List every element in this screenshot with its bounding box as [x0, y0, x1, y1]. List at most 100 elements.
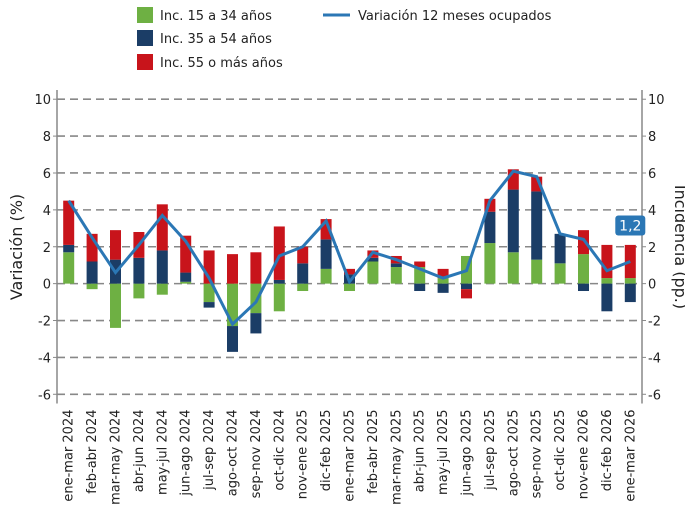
bar [554, 263, 566, 284]
bar [320, 239, 332, 269]
y2-axis-title: Incidencia (pp.) [671, 185, 685, 309]
bar [484, 243, 496, 284]
bar [156, 283, 168, 295]
bar [110, 283, 121, 328]
bar [133, 257, 145, 284]
x-tick-label: oct-dic 2024 [272, 410, 287, 491]
bar [624, 283, 636, 303]
y-tick-label: 6 [43, 167, 51, 182]
bar [203, 250, 215, 284]
bar [180, 272, 192, 282]
x-tick-label: nov-ene 2026 [577, 410, 592, 500]
line [67, 169, 631, 327]
x-tick-label: ene-mar 2025 [343, 410, 358, 502]
x-tick-label: feb-abr 2024 [85, 410, 100, 494]
bar [273, 226, 285, 280]
y-tick-label: 0 [43, 278, 51, 293]
bar [601, 244, 613, 279]
bar [203, 283, 215, 303]
x-tick-label: sep-nov 2025 [530, 410, 545, 499]
bar [156, 204, 168, 251]
bar [578, 230, 589, 255]
x-tick-label: ago-oct 2024 [226, 410, 241, 497]
x-tick-label: may-jul 2024 [155, 410, 170, 495]
bar [203, 302, 215, 308]
bar [601, 278, 613, 284]
y-tick-label: -6 [38, 388, 51, 403]
bar [297, 246, 309, 264]
x-tick-label: jun-ago 2024 [179, 410, 194, 497]
x-tick-label: may-jul 2025 [436, 409, 451, 494]
bar [437, 283, 449, 293]
bar [484, 211, 496, 244]
legend-swatch [137, 30, 153, 46]
bar [390, 267, 402, 284]
bar [273, 279, 285, 284]
bar [367, 261, 379, 284]
bar [63, 244, 75, 253]
bar [414, 283, 426, 292]
x-tick-label: ago-oct 2025 [506, 410, 521, 497]
x-tick-label: feb-abr 2025 [366, 410, 381, 494]
y2-tick-label: -4 [648, 351, 661, 366]
bar [250, 283, 262, 314]
legend-swatch [137, 7, 153, 23]
legend-label: Variación 12 meses ocupados [358, 9, 552, 24]
x-tick-label: oct-dic 2025 [553, 410, 568, 491]
y-tick-label: -4 [38, 351, 51, 366]
y2-tick-label: 4 [648, 204, 656, 219]
annotation-box [615, 215, 646, 236]
y2-tick-label: -6 [648, 388, 661, 403]
y2-tick-label: -2 [648, 315, 661, 330]
bar [390, 263, 402, 268]
bar [554, 233, 566, 264]
x-tick-label: jun-ago 2025 [460, 410, 475, 497]
x-tick-label: abr-jun 2025 [413, 410, 428, 493]
bar [63, 200, 75, 245]
bar [227, 326, 238, 352]
y-tick-label: 8 [43, 130, 51, 145]
y-tick-label: -2 [38, 315, 51, 330]
x-tick-label: jul-sep 2024 [202, 410, 217, 491]
bar [531, 259, 543, 284]
bar [227, 254, 238, 284]
y2-tick-label: 10 [648, 93, 665, 108]
data-label: 1,2 [619, 219, 641, 235]
legend-swatch [137, 54, 153, 70]
bar [320, 268, 332, 284]
bar [344, 268, 355, 275]
x-tick-label: jul-sep 2025 [483, 410, 498, 491]
x-tick-label: dic-feb 2026 [600, 410, 615, 492]
bar [461, 283, 472, 290]
legend-label: Inc. 35 a 54 años [160, 32, 272, 47]
x-tick-label: mar-may 2024 [109, 410, 124, 505]
bar [578, 254, 589, 284]
y2-tick-label: 6 [648, 167, 656, 182]
bar [461, 289, 472, 299]
bar [531, 176, 543, 192]
bar [133, 283, 145, 299]
bar [437, 268, 449, 279]
bar [437, 278, 449, 284]
y-tick-label: 4 [43, 204, 51, 219]
bar [180, 281, 192, 284]
x-tick-label: mar-may 2025 [389, 410, 404, 505]
bar [367, 257, 379, 262]
bar [110, 230, 121, 260]
bar [156, 250, 168, 284]
x-tick-label: dic-feb 2025 [319, 410, 334, 492]
bar [86, 283, 98, 290]
legend-label: Inc. 55 o más años [160, 56, 283, 71]
bar [507, 169, 519, 190]
bar [507, 189, 519, 253]
bar [414, 261, 426, 268]
bar [297, 263, 309, 284]
x-tick-label: nov-ene 2025 [296, 410, 311, 500]
y-tick-label: 2 [43, 241, 51, 256]
x-tick-label: ene-mar 2026 [623, 410, 638, 502]
bar [250, 252, 262, 284]
y2-tick-label: 2 [648, 241, 656, 256]
bar [578, 283, 589, 292]
y-tick-label: 10 [34, 93, 51, 108]
